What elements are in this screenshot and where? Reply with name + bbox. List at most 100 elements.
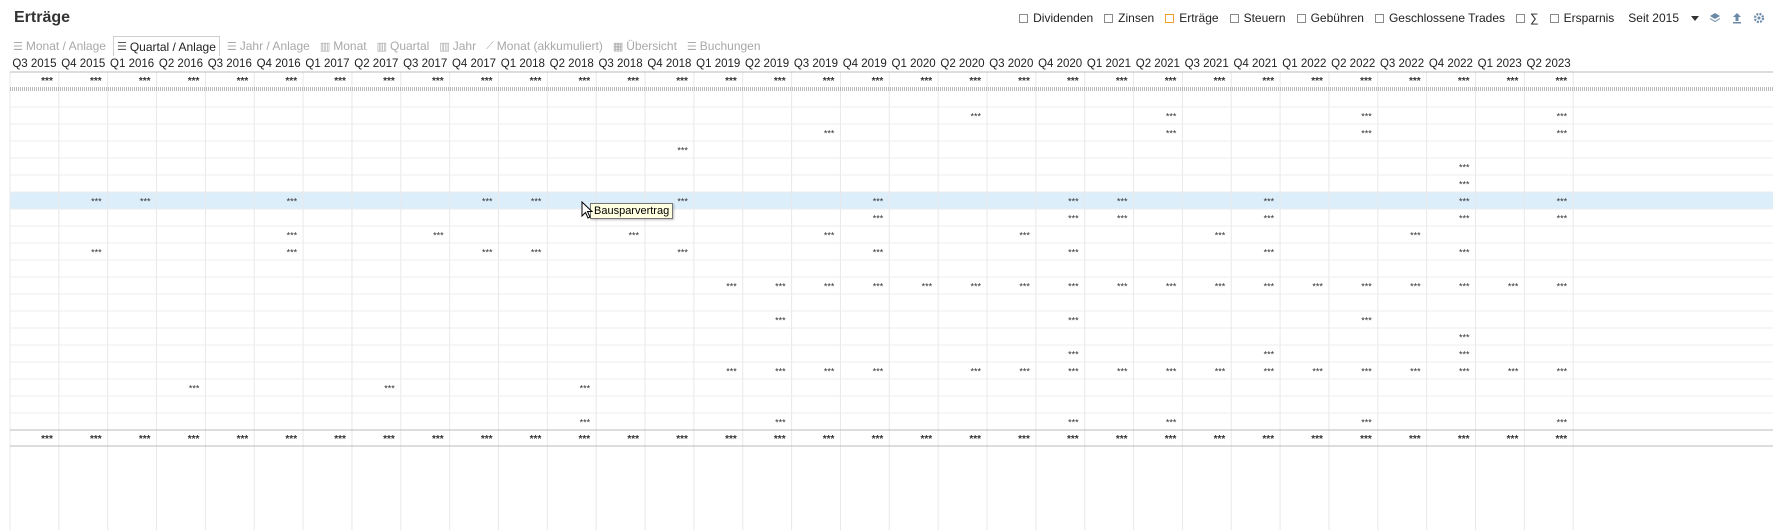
column-header[interactable]: Q1 2017	[305, 58, 350, 70]
filter-6[interactable]: ∑	[1516, 11, 1539, 25]
tooltip: Bausparvertrag	[590, 203, 674, 219]
column-header[interactable]: Q4 2019	[842, 58, 887, 70]
tab-2[interactable]: ☰ Jahr / Anlage	[224, 36, 313, 56]
table-cell: ***	[1215, 231, 1226, 241]
table-cell: ***	[287, 231, 298, 241]
tab-4[interactable]: ▥ Quartal	[374, 36, 433, 56]
column-header[interactable]: Q3 2022	[1379, 58, 1425, 70]
filter-label: Zinsen	[1118, 11, 1155, 25]
table-cell: ***	[1361, 367, 1372, 377]
view-tabs: ☰ Monat / Anlage ☰ Quartal / Anlage ☰ Jahr / …	[10, 36, 768, 56]
filter-4[interactable]: Gebühren	[1296, 11, 1364, 25]
total-cell: ***	[139, 434, 151, 445]
total-cell: ***	[579, 434, 591, 445]
table-cell: ***	[775, 282, 786, 292]
column-header[interactable]: Q2 2022	[1331, 58, 1376, 70]
column-header[interactable]: Q2 2020	[940, 58, 985, 70]
total-cell: ***	[1214, 76, 1226, 87]
filter-7[interactable]: Ersparnis	[1549, 11, 1614, 25]
gear-icon[interactable]	[1753, 12, 1765, 24]
column-header[interactable]: Q3 2016	[207, 58, 252, 70]
column-header[interactable]: Q3 2019	[793, 58, 838, 70]
column-header[interactable]: Q2 2017	[354, 58, 399, 70]
title-bar: Erträge Dividenden Zinsen Erträge Steuern Ge…	[0, 0, 1773, 36]
tab-label: Jahr	[452, 39, 477, 53]
column-header[interactable]: Q2 2021	[1135, 58, 1180, 70]
table-cell: ***	[824, 282, 835, 292]
total-cell: ***	[969, 76, 981, 87]
filter-checkbox[interactable]	[1229, 13, 1239, 23]
table-cell: ***	[1459, 163, 1470, 173]
table-cell: ***	[677, 248, 688, 258]
table-cell: ***	[775, 418, 786, 428]
filter-1[interactable]: Zinsen	[1104, 11, 1154, 25]
filter-checkbox[interactable]	[1516, 13, 1526, 23]
filter-3[interactable]: Steuern	[1229, 11, 1286, 25]
layers-icon[interactable]	[1709, 12, 1721, 24]
total-cell: ***	[1018, 76, 1030, 87]
column-header[interactable]: Q3 2021	[1184, 58, 1229, 70]
column-header[interactable]: Q2 2016	[158, 58, 204, 70]
column-header[interactable]: Q1 2019	[696, 58, 741, 70]
total-cell: ***	[1165, 434, 1177, 445]
table-cell: ***	[1459, 214, 1470, 224]
tab-8[interactable]: ☰ Buchungen	[684, 36, 764, 56]
tab-3[interactable]: ▥ Monat	[317, 36, 370, 56]
filter-2[interactable]: Erträge	[1165, 11, 1219, 25]
column-header[interactable]: Q4 2015	[61, 58, 106, 70]
total-cell: ***	[627, 434, 639, 445]
column-header[interactable]: Q1 2016	[110, 58, 155, 70]
table-cell: ***	[1068, 214, 1079, 224]
column-header[interactable]: Q2 2019	[745, 58, 790, 70]
column-header[interactable]: Q3 2015	[12, 58, 57, 70]
tab-6[interactable]: ⟋ Monat (akkumuliert)	[483, 36, 606, 56]
column-header[interactable]: Q1 2020	[891, 58, 936, 70]
tab-5[interactable]: ▥ Jahr	[436, 36, 479, 56]
column-header[interactable]: Q1 2021	[1086, 58, 1132, 70]
filter-checkbox[interactable]	[1104, 13, 1114, 23]
table-cell: ***	[1508, 282, 1519, 292]
column-header[interactable]: Q4 2017	[451, 58, 497, 70]
table-cell: ***	[1068, 350, 1079, 360]
period-select[interactable]: Seit 2015	[1628, 11, 1699, 25]
filter-checkbox[interactable]	[1165, 13, 1175, 23]
table-cell: ***	[1312, 367, 1323, 377]
table-cell: ***	[970, 112, 981, 122]
export-icon[interactable]	[1731, 12, 1743, 24]
column-header[interactable]: Q4 2021	[1233, 58, 1278, 70]
filter-checkbox[interactable]	[1549, 13, 1559, 23]
column-header[interactable]: Q1 2018	[500, 58, 545, 70]
total-cell: ***	[285, 76, 297, 87]
table-cell: ***	[1361, 129, 1372, 139]
total-cell: ***	[872, 434, 884, 445]
column-header[interactable]: Q3 2020	[989, 58, 1034, 70]
column-header[interactable]: Q4 2022	[1428, 58, 1473, 70]
tab-7[interactable]: ▦ Übersicht	[610, 36, 680, 56]
tab-label: Übersicht	[626, 39, 677, 53]
table-cell: ***	[1068, 248, 1079, 258]
total-cell: ***	[1507, 76, 1519, 87]
column-header[interactable]: Q2 2023	[1526, 58, 1571, 70]
table-cell: ***	[1459, 248, 1470, 258]
column-header[interactable]: Q4 2018	[647, 58, 692, 70]
column-header[interactable]: Q4 2020	[1038, 58, 1083, 70]
tab-0[interactable]: ☰ Monat / Anlage	[10, 36, 109, 56]
table-cell: ***	[189, 384, 200, 394]
filter-checkbox[interactable]	[1019, 13, 1029, 23]
filter-0[interactable]: Dividenden	[1019, 11, 1093, 25]
table-cell: ***	[1508, 367, 1519, 377]
filter-5[interactable]: Geschlossene Trades	[1374, 11, 1505, 25]
total-cell: ***	[1262, 76, 1274, 87]
column-header[interactable]: Q2 2018	[549, 58, 594, 70]
column-header[interactable]: Q1 2022	[1282, 58, 1327, 70]
tab-1[interactable]: ☰ Quartal / Anlage	[112, 36, 220, 56]
column-header[interactable]: Q4 2016	[256, 58, 301, 70]
column-header[interactable]: Q1 2023	[1477, 58, 1522, 70]
table-cell: ***	[873, 214, 884, 224]
column-header[interactable]: Q3 2017	[403, 58, 448, 70]
table-cell: ***	[1459, 350, 1470, 360]
table-cell: ***	[629, 231, 640, 241]
filter-checkbox[interactable]	[1296, 13, 1306, 23]
filter-checkbox[interactable]	[1374, 13, 1384, 23]
column-header[interactable]: Q3 2018	[598, 58, 643, 70]
